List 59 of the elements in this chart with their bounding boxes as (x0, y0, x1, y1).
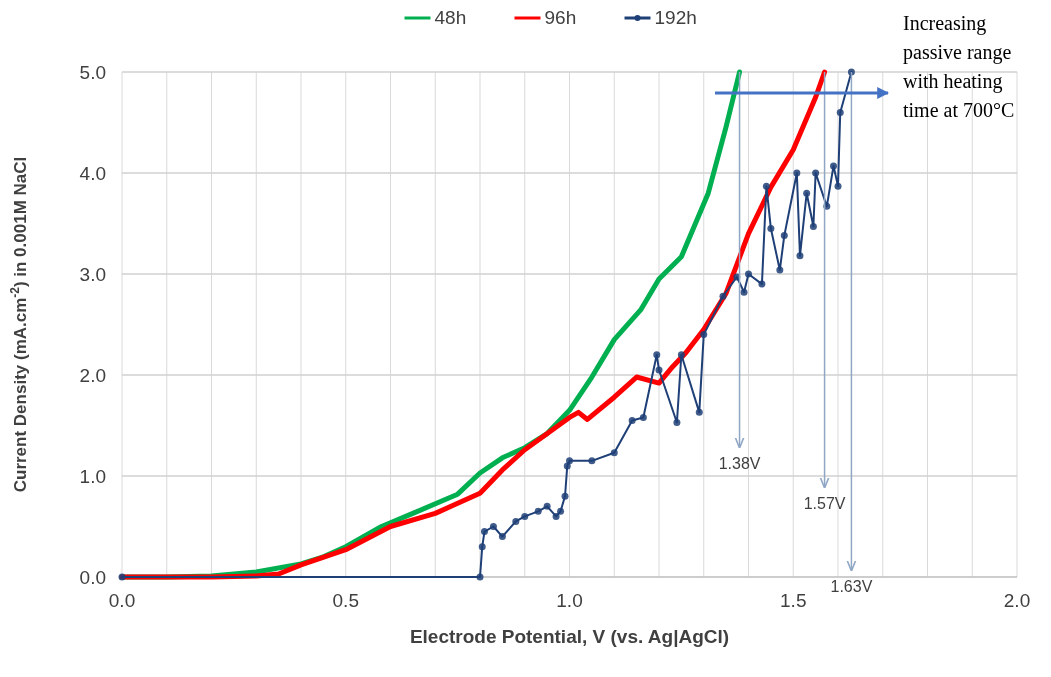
point (639, 413, 647, 421)
point (655, 366, 663, 374)
x-tick-label: 1.5 (780, 590, 807, 611)
point (552, 512, 560, 520)
legend-label: 192h (654, 7, 697, 28)
point (830, 162, 838, 170)
point (762, 182, 770, 190)
x-tick-label: 1.0 (556, 590, 583, 611)
y-tick-label: 1.0 (79, 466, 106, 487)
x-tick-label: 0.5 (332, 590, 359, 611)
point (478, 543, 486, 551)
point (566, 457, 573, 465)
point (476, 573, 484, 581)
point (780, 232, 788, 240)
point (521, 512, 529, 520)
ref-line-label: 1.38V (718, 455, 761, 472)
point (677, 351, 685, 359)
point (836, 108, 844, 116)
point (628, 416, 636, 424)
point (489, 523, 497, 530)
x-tick-label: 0.0 (108, 590, 136, 611)
ref-line-label: 1.57V (803, 495, 846, 512)
point (793, 169, 801, 177)
y-tick-label: 5.0 (79, 62, 106, 83)
point (498, 533, 506, 541)
legend-label: 48h (434, 7, 467, 28)
point (776, 266, 784, 274)
point (745, 270, 752, 278)
x-tick-label: 2.0 (1003, 590, 1031, 611)
point (758, 280, 766, 288)
point (700, 331, 708, 339)
y-tick-label: 4.0 (79, 163, 106, 184)
point (512, 517, 520, 525)
x-axis-title: Electrode Potential, V (vs. Ag|AgCl) (409, 626, 730, 647)
point (480, 528, 488, 536)
point (588, 457, 596, 465)
point (557, 507, 565, 515)
point (561, 492, 569, 500)
y-tick-label: 2.0 (79, 365, 106, 386)
point (767, 225, 775, 233)
point (695, 408, 703, 416)
point (740, 288, 748, 296)
point (809, 223, 817, 231)
annotation: Increasing passive range with heating time at 700°C (903, 12, 1015, 121)
point (534, 507, 542, 515)
point (610, 449, 618, 457)
legend-label: 96h (544, 7, 577, 28)
point (719, 292, 727, 300)
point (673, 418, 681, 426)
y-tick-label: 3.0 (79, 264, 106, 285)
point (653, 351, 661, 359)
ref-line-label: 1.63V (830, 578, 873, 595)
point (118, 573, 126, 581)
point (834, 182, 842, 190)
y-tick-label: 0.0 (79, 567, 106, 588)
point (796, 252, 804, 260)
point (543, 502, 551, 510)
point (812, 169, 820, 177)
point (803, 189, 811, 197)
